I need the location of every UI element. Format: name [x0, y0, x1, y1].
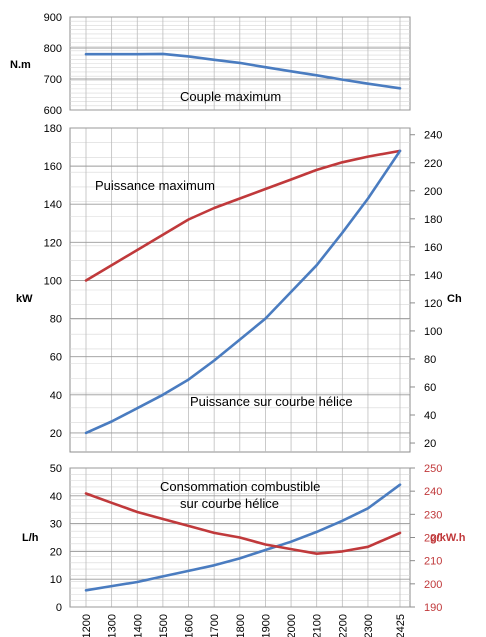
fuel-annotation-line1: Consommation combustible — [160, 479, 320, 494]
fuel-y-ticks-right: 190 200 210 220 230 240 250 — [410, 463, 442, 614]
fuel-panel: 0 10 20 30 40 50 190 200 210 220 230 240 250 L/h g/… — [22, 463, 466, 637]
power-y-axis-label-right: Ch — [447, 293, 462, 305]
y-tick-label: 100 — [44, 275, 62, 287]
torque-lines — [84, 52, 402, 90]
y-tick-label: 600 — [44, 105, 62, 117]
right-y-tick-label: 220 — [424, 533, 442, 545]
max-power-annotation: Puissance maximum — [95, 178, 215, 193]
y-tick-label: 40 — [50, 390, 62, 402]
torque-panel: 600 700 800 900 N.m Couple maximum — [10, 12, 402, 117]
power-y-ticks-right: 20 40 60 80 100 120 140 160 180 200 220 240 — [410, 130, 442, 450]
right-y-tick-label: 190 — [424, 602, 442, 614]
y-tick-label: 40 — [50, 491, 62, 503]
right-y-tick-label: 240 — [424, 486, 442, 498]
fuel-annotation-line2: sur courbe hélice — [180, 496, 279, 511]
x-tick-label: 1400 — [132, 614, 144, 637]
right-y-tick-label: 40 — [424, 410, 436, 422]
y-tick-label: 160 — [44, 161, 62, 173]
power-lines — [84, 149, 402, 435]
fuel-lines — [84, 483, 402, 592]
fuel-y-axis-label: L/h — [22, 532, 39, 544]
torque-annotation: Couple maximum — [180, 89, 281, 104]
x-tick-label: 2100 — [312, 614, 324, 637]
torque-y-axis-label: N.m — [10, 59, 31, 71]
right-y-tick-label: 100 — [424, 326, 442, 338]
right-y-tick-label: 230 — [424, 509, 442, 521]
y-tick-label: 20 — [50, 428, 62, 440]
right-y-tick-label: 120 — [424, 298, 442, 310]
power-y-axis-label: kW — [16, 293, 33, 305]
series-line — [84, 492, 402, 556]
series-line — [84, 149, 402, 282]
power-y-ticks: 20 40 60 80 100 120 140 160 180 — [44, 123, 62, 440]
grid-layer — [69, 16, 411, 608]
right-y-tick-label: 210 — [424, 556, 442, 568]
y-tick-label: 80 — [50, 314, 62, 326]
torque-y-ticks: 600 700 800 900 — [44, 12, 62, 117]
propeller-power-annotation: Puissance sur courbe hélice — [190, 394, 353, 409]
y-tick-label: 0 — [56, 602, 62, 614]
right-y-tick-label: 60 — [424, 382, 436, 394]
x-tick-label: 1200 — [81, 614, 93, 637]
x-tick-label: 1300 — [107, 614, 119, 637]
y-tick-label: 700 — [44, 74, 62, 86]
y-tick-label: 10 — [50, 574, 62, 586]
series-line — [84, 483, 402, 592]
right-y-tick-label: 180 — [424, 214, 442, 226]
x-tick-label: 2300 — [363, 614, 375, 637]
rpm-x-ticks: 1200 1300 1400 1500 1600 1700 1800 1900 2000 2100… — [81, 614, 407, 637]
y-tick-label: 140 — [44, 199, 62, 211]
y-tick-label: 30 — [50, 519, 62, 531]
right-y-tick-label: 140 — [424, 270, 442, 282]
right-y-tick-label: 20 — [424, 438, 436, 450]
right-y-tick-label: 220 — [424, 158, 442, 170]
right-y-tick-label: 240 — [424, 130, 442, 142]
y-tick-label: 20 — [50, 546, 62, 558]
right-y-tick-label: 80 — [424, 354, 436, 366]
x-tick-label: 1600 — [184, 614, 196, 637]
series-line — [84, 149, 402, 435]
x-tick-label: 2000 — [286, 614, 298, 637]
x-tick-label: 1700 — [209, 614, 221, 637]
fuel-y-ticks: 0 10 20 30 40 50 — [50, 463, 62, 614]
y-tick-label: 50 — [50, 463, 62, 475]
right-y-tick-label: 250 — [424, 463, 442, 475]
right-y-tick-label: 160 — [424, 242, 442, 254]
y-tick-label: 60 — [50, 352, 62, 364]
right-y-tick-label: 200 — [424, 186, 442, 198]
series-line — [84, 52, 402, 90]
y-tick-label: 180 — [44, 123, 62, 135]
power-panel: 20 40 60 80 100 120 140 160 180 20 40 60 80 100 120 14… — [16, 123, 462, 450]
x-tick-label: 2200 — [337, 614, 349, 637]
x-tick-label: 1500 — [158, 614, 170, 637]
x-tick-label: 1900 — [260, 614, 272, 637]
y-tick-label: 900 — [44, 12, 62, 24]
right-y-tick-label: 200 — [424, 579, 442, 591]
y-tick-label: 800 — [44, 43, 62, 55]
x-tick-label: 1800 — [235, 614, 247, 637]
fuel-y-axis-label-right: g/kW.h — [430, 532, 466, 544]
x-tick-label: 2425 — [395, 614, 407, 637]
y-tick-label: 120 — [44, 237, 62, 249]
